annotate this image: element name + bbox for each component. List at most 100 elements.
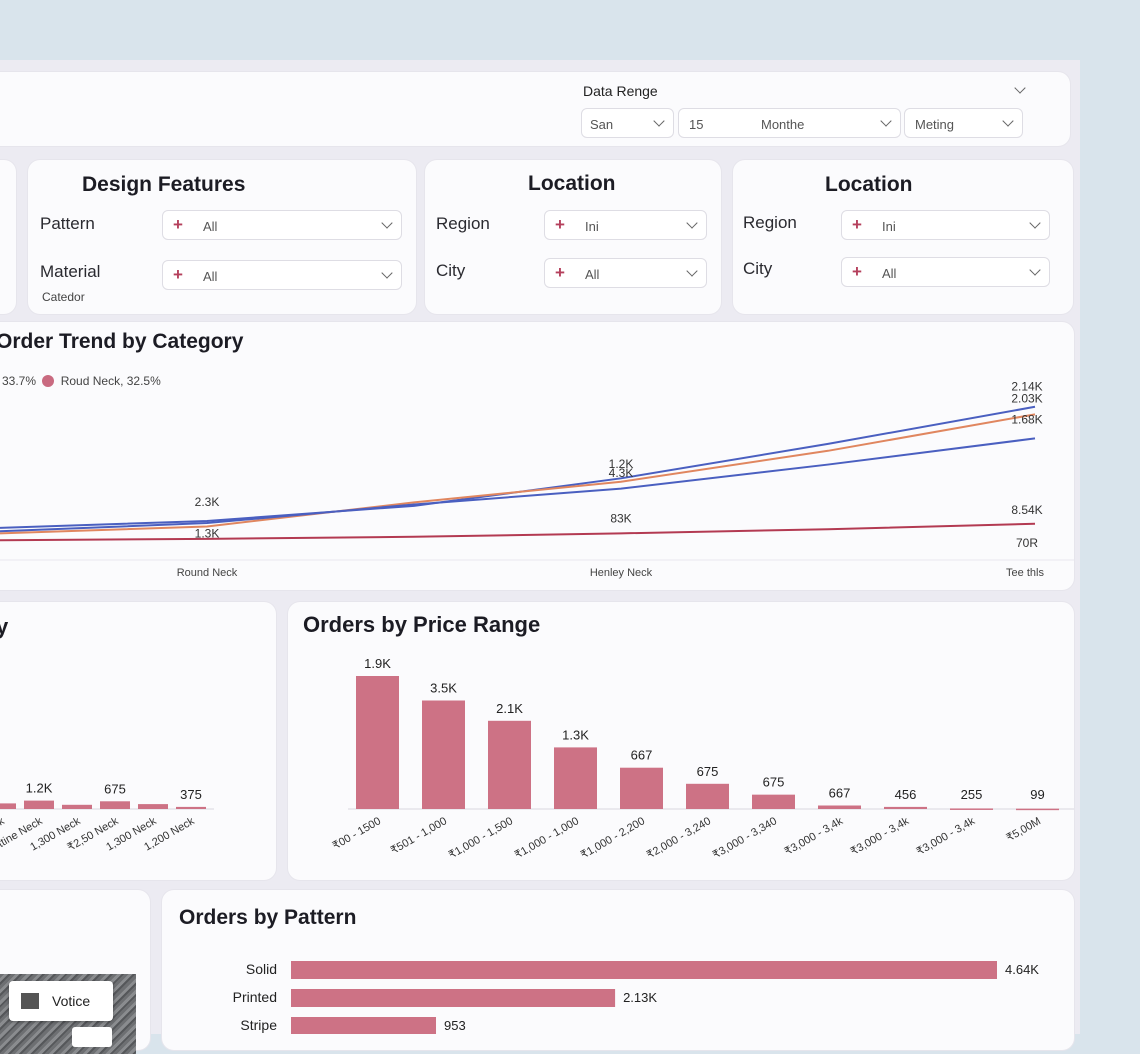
bar (176, 806, 206, 809)
trend-series-2 (0, 437, 1036, 533)
material-label: Material (40, 262, 101, 281)
chevron-down-icon[interactable] (1014, 82, 1026, 94)
pattern-category-label: Solid (246, 961, 277, 977)
bar-value-label: 4.64K (1005, 962, 1039, 977)
bar-value-label: 2.1K (496, 701, 523, 716)
bar-value-label: 1.2K (26, 781, 53, 796)
pattern-select[interactable]: + All (162, 210, 402, 240)
bar-category-label: ₹3,000 - 3,4k (849, 815, 912, 858)
map-zoom-button[interactable] (72, 1027, 112, 1047)
date-range-label: Data Renge (583, 83, 658, 99)
bar-value-label: 99 (1030, 787, 1044, 802)
trend-data-label: 1.3K (195, 526, 220, 540)
legend-item: Roud Neck, 32.5% (60, 374, 161, 388)
city-select[interactable]: + All (544, 258, 707, 288)
chevron-down-icon (381, 267, 393, 279)
date-select-mode[interactable]: Meting (904, 108, 1023, 138)
bar (620, 767, 663, 809)
category-bar-card: y (0, 602, 276, 880)
city-select[interactable]: + All (841, 257, 1050, 287)
date-select-day[interactable]: San (581, 108, 674, 138)
bar-category-label: ₹1,000 - 1,000 (513, 815, 581, 861)
region-label: Region (743, 213, 797, 232)
trend-tick-label: Tee thls (1006, 567, 1044, 579)
bar (356, 676, 399, 809)
plus-icon: + (852, 262, 862, 281)
chevron-down-icon (880, 115, 892, 127)
bar-category-label: ₹501 - 1,000 (389, 815, 449, 857)
plus-icon: + (173, 265, 183, 284)
unit-select[interactable]: Monthe (761, 117, 805, 132)
chevron-down-icon (1029, 217, 1041, 229)
trend-series-0 (0, 405, 1036, 529)
bar (686, 783, 729, 809)
chevron-down-icon (1002, 115, 1014, 127)
bar (62, 804, 92, 809)
chevron-down-icon (653, 115, 665, 127)
bar (291, 961, 997, 979)
bar-value-label: 375 (180, 787, 202, 802)
bar (818, 805, 861, 809)
bar-category-label: ₹3,000 - 3,4k (915, 815, 978, 858)
plus-icon: + (852, 215, 862, 234)
square-icon (21, 993, 39, 1009)
price-range-chart: 1.9K ₹00 - 1500 3.5K ₹501 - 1,000 2.1K ₹1,000… (331, 656, 1074, 862)
bar (752, 794, 795, 809)
trend-series-3 (0, 522, 1036, 542)
price-range-card: Orders by Price Range (288, 602, 1074, 880)
trend-legend: 33.7% Roud Neck, 32.5% (2, 374, 161, 388)
date-select-count[interactable]: 15 Monthe (678, 108, 901, 138)
trend-data-label: 83K (610, 511, 631, 525)
bar (138, 804, 168, 809)
bar (884, 806, 927, 809)
trend-data-label: 4.3K (609, 466, 634, 480)
map-legend-button[interactable]: Votice (9, 981, 113, 1021)
bar-category-label: ₹00 - 1500 (331, 815, 383, 852)
bar-value-label: 675 (763, 775, 785, 790)
bar (291, 989, 616, 1007)
chevron-down-icon (381, 217, 393, 229)
trend-data-label: 70R (1016, 536, 1038, 550)
chevron-down-icon (686, 265, 698, 277)
trend-data-label: 2.03K (1011, 392, 1042, 406)
bar (291, 1017, 437, 1034)
design-features-card: Design Features Pattern + All Material C… (28, 160, 416, 314)
trend-data-label: 2.3K (195, 495, 220, 509)
pattern-category-label: Stripe (240, 1017, 277, 1033)
bar-category-label: ...ck (0, 815, 7, 836)
trend-tick-label: Henley Neck (590, 567, 653, 579)
region-select[interactable]: + Ini (544, 210, 707, 240)
bar-value-label: 1.9K (364, 656, 391, 671)
region-label: Region (436, 214, 490, 233)
plus-icon: + (555, 215, 565, 234)
trend-data-label: 1.68K (1011, 412, 1042, 426)
trend-data-label: 2.14K (1011, 379, 1042, 393)
bar-category-label: ₹3,000 - 3,340 (711, 815, 779, 861)
bar-category-label: ₹3,000 - 3,4k (783, 815, 846, 858)
bar-value-label: 2.13K (623, 990, 657, 1005)
bar (100, 801, 130, 809)
bar (1016, 808, 1059, 811)
bar (0, 803, 16, 809)
material-select[interactable]: + All (162, 260, 402, 290)
location-card-2: Location Region + Ini City + All (733, 160, 1073, 314)
order-trend-title: Order Trend by Category (0, 330, 244, 353)
plus-icon: + (173, 215, 183, 234)
bar (950, 808, 993, 810)
region-select[interactable]: + Ini (841, 210, 1050, 240)
bar-value-label: 456 (895, 787, 917, 802)
city-label: City (743, 259, 773, 278)
location-title: Location (825, 173, 913, 196)
bar (24, 800, 54, 809)
bar-value-label: 667 (631, 748, 653, 763)
chevron-down-icon (686, 217, 698, 229)
map-card: Votice (0, 890, 150, 1054)
bar-value-label: 953 (444, 1018, 466, 1033)
material-sublabel: Catedor (42, 290, 85, 304)
map-legend-label: Votice (52, 993, 91, 1009)
bar-value-label: 675 (104, 781, 126, 796)
pattern-title: Orders by Pattern (179, 906, 357, 929)
city-label: City (436, 261, 466, 280)
